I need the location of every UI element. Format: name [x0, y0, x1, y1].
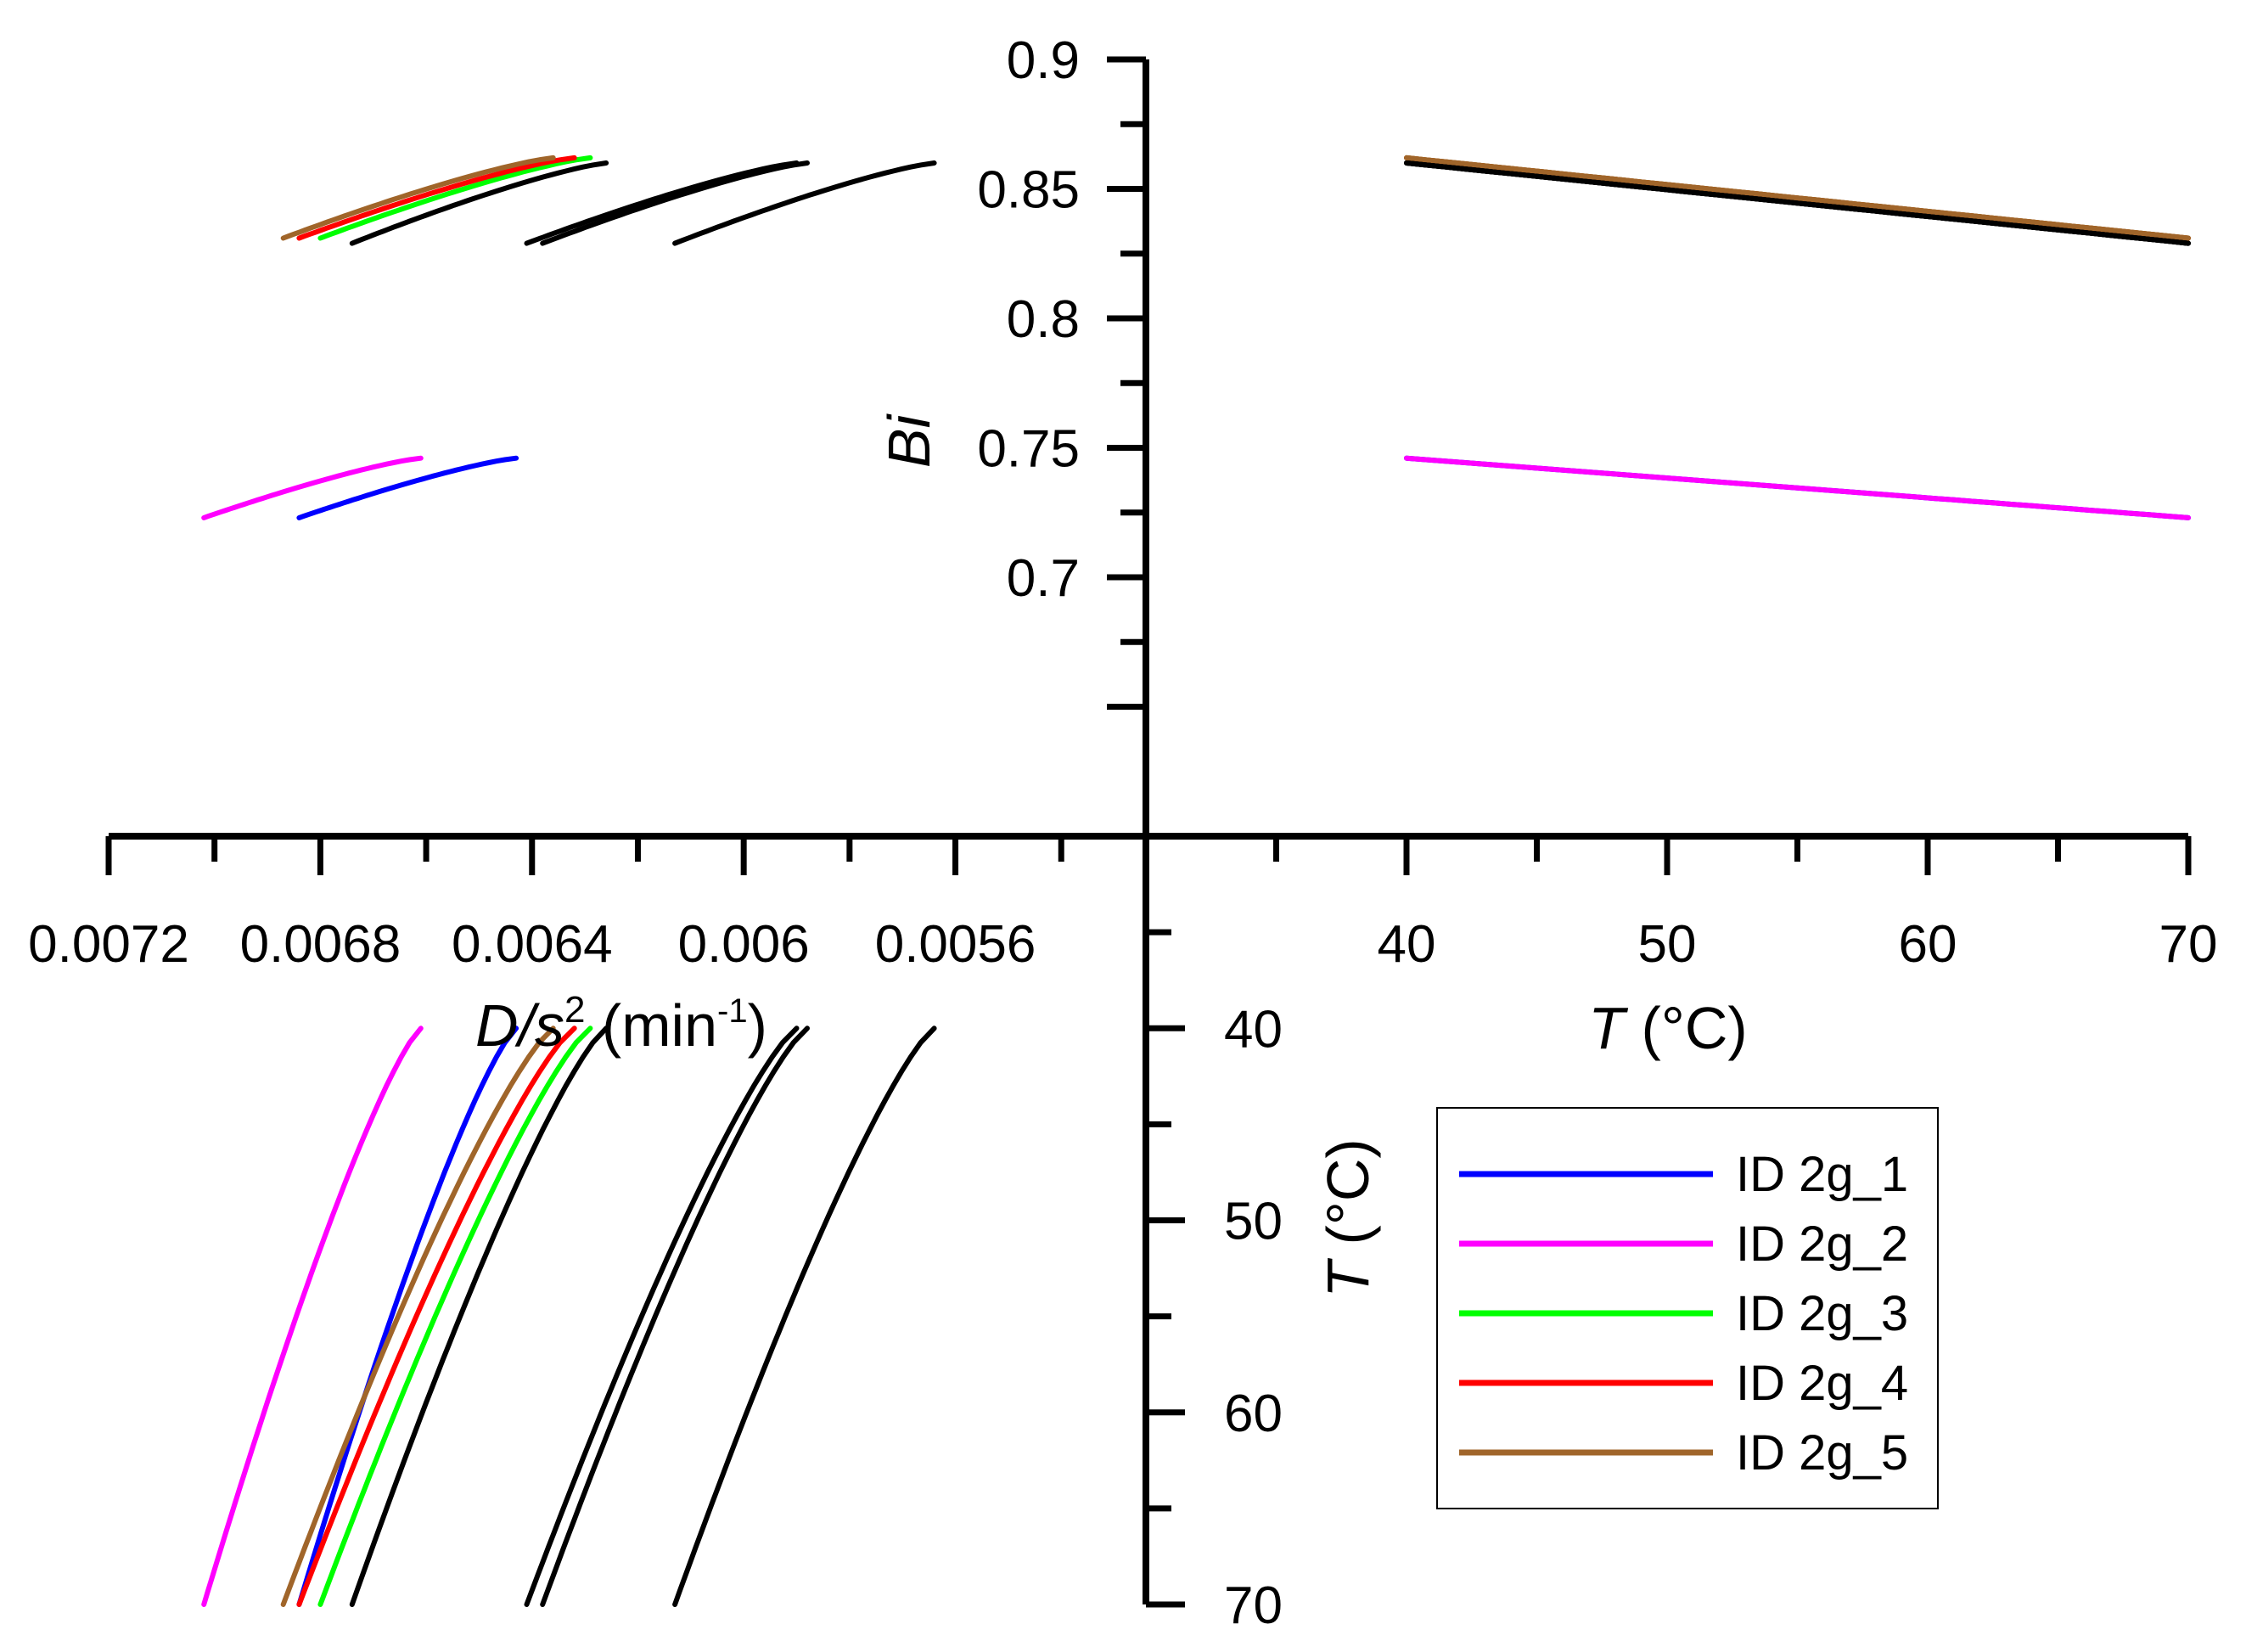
ds-tick-label: 0.0064 [452, 915, 613, 974]
ds-tick-label: 0.0072 [28, 915, 189, 974]
legend: ID 2g_1 ID 2g_2 ID 2g_3 ID 2g_4 ID 2g_5 [1436, 1107, 1939, 1509]
ds-tick-label: 0.0068 [240, 915, 401, 974]
bl-t-axis-title: T (°C) [1315, 1138, 1381, 1297]
legend-label-2: ID 2g_2 [1736, 1217, 1908, 1272]
bi-tick-label: 0.7 [1007, 549, 1080, 608]
series-tl-1 [201, 455, 424, 520]
bi-tick-label: 0.75 [977, 420, 1080, 479]
series-bl-8 [672, 1025, 937, 1607]
tr-x-axis-title: T (°C) [1588, 995, 1747, 1061]
legend-label-1: ID 2g_1 [1736, 1147, 1908, 1202]
tr-x-title-var: T [1588, 995, 1628, 1061]
series-tl-7 [540, 160, 810, 246]
series-tr-4 [1404, 155, 2191, 241]
legend-label-4: ID 2g_4 [1736, 1356, 1908, 1411]
series-bl-5 [349, 1025, 609, 1607]
ds-axis-title: D/s2 (min-1) [475, 989, 767, 1059]
series-tr-1 [1404, 455, 2191, 520]
bl-t-title-var: T [1315, 1258, 1381, 1298]
series-tl-8 [672, 160, 937, 246]
ds-tick-label: 0.0056 [875, 915, 1036, 974]
bi-tick-label: 0.8 [1007, 290, 1080, 349]
curves-layer [201, 155, 2191, 1607]
axes-layer [105, 56, 2192, 1608]
ds-title-unit-close: ) [748, 992, 767, 1059]
bi-title-var: Bi [876, 413, 942, 468]
legend-label-3: ID 2g_3 [1736, 1286, 1908, 1341]
series-bl-6 [524, 1025, 800, 1607]
tr-x-tick-label: 40 [1378, 915, 1436, 974]
ds-title-var: D/s [475, 992, 564, 1059]
series-bl-4 [280, 1025, 556, 1607]
series-bl-3 [296, 1025, 577, 1607]
bi-axis-title: Bi [876, 413, 942, 468]
bl-t-tick-label: 50 [1224, 1193, 1283, 1251]
series-tl-3 [296, 155, 577, 241]
bl-t-tick-label: 60 [1224, 1385, 1283, 1443]
ds-title-unit: (min [585, 992, 717, 1059]
ds-title-unit-sup: -1 [717, 992, 748, 1030]
ds-title-sup: 2 [564, 989, 585, 1031]
series-bl-0 [296, 1025, 519, 1607]
tr-x-tick-label: 60 [1899, 915, 1957, 974]
series-tl-4 [280, 155, 556, 241]
labels-layer: 40 50 60 70 0.7 0.75 0.8 0.85 0.9 0.0072 0.0068 0.0… [28, 31, 2217, 1635]
series-tl-2 [317, 155, 593, 241]
series-tl-6 [524, 160, 800, 246]
bl-t-title-unit: (°C) [1315, 1138, 1381, 1261]
bi-tick-label: 0.9 [1007, 31, 1080, 90]
series-bl-7 [540, 1025, 810, 1607]
series-bl-1 [201, 1025, 424, 1607]
tr-x-title-unit: (°C) [1625, 995, 1748, 1061]
ds-tick-label: 0.006 [678, 915, 810, 974]
tr-x-tick-label: 70 [2159, 915, 2218, 974]
bl-t-tick-label: 40 [1224, 1000, 1283, 1059]
bi-tick-label: 0.85 [977, 161, 1080, 220]
series-tr-8 [1404, 160, 2191, 246]
tr-x-tick-label: 50 [1638, 915, 1697, 974]
series-tl-5 [349, 160, 609, 246]
legend-label-5: ID 2g_5 [1736, 1425, 1908, 1481]
series-bl-2 [317, 1025, 593, 1607]
series-tl-0 [296, 455, 519, 520]
bl-t-tick-label: 70 [1224, 1576, 1283, 1635]
